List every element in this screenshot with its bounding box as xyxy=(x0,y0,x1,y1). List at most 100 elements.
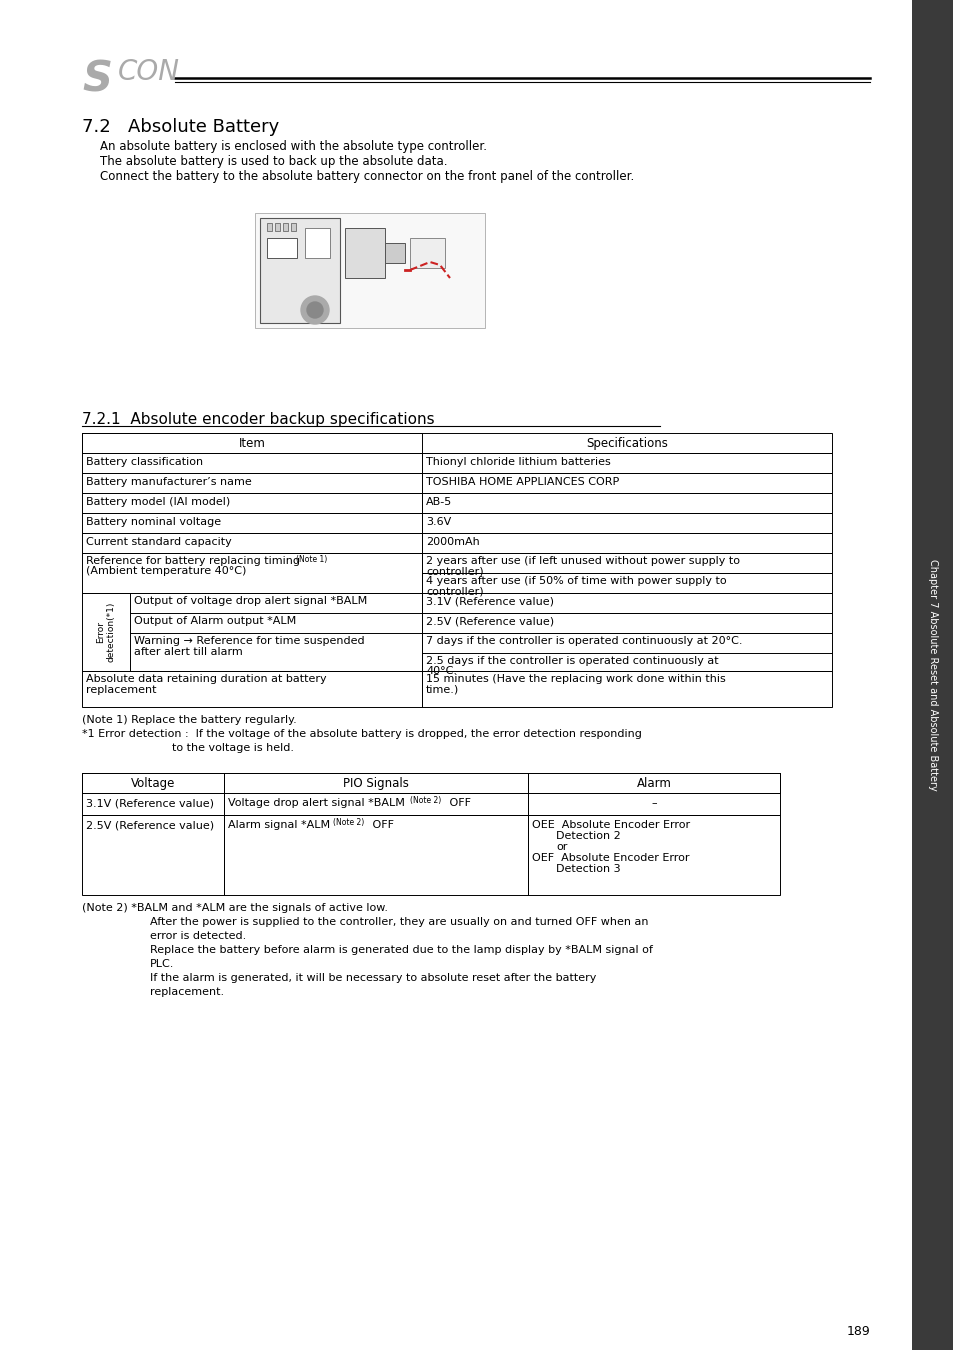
Text: PIO Signals: PIO Signals xyxy=(343,778,409,790)
Bar xyxy=(421,593,831,613)
Text: Battery manufacturer’s name: Battery manufacturer’s name xyxy=(86,477,252,487)
Text: Battery nominal voltage: Battery nominal voltage xyxy=(86,517,221,526)
Text: 7.2.1  Absolute encoder backup specifications: 7.2.1 Absolute encoder backup specificat… xyxy=(82,412,435,427)
Bar xyxy=(82,792,224,815)
Bar xyxy=(82,671,421,707)
Text: Thionyl chloride lithium batteries: Thionyl chloride lithium batteries xyxy=(426,458,610,467)
Bar xyxy=(82,472,421,493)
Bar xyxy=(82,593,421,671)
Text: TOSHIBA HOME APPLIANCES CORP: TOSHIBA HOME APPLIANCES CORP xyxy=(426,477,618,487)
Bar xyxy=(82,554,421,593)
Bar xyxy=(410,238,444,269)
Text: Error
detection(*1): Error detection(*1) xyxy=(96,602,115,663)
Text: Current standard capacity: Current standard capacity xyxy=(86,537,232,547)
Text: The absolute battery is used to back up the absolute data.: The absolute battery is used to back up … xyxy=(100,155,447,167)
Bar xyxy=(527,815,780,895)
Bar xyxy=(267,223,272,231)
Bar xyxy=(267,238,296,258)
Text: OEF  Absolute Encoder Error: OEF Absolute Encoder Error xyxy=(532,853,689,863)
Bar xyxy=(911,0,953,1350)
Bar xyxy=(421,613,831,633)
Text: 15 minutes (Have the replacing work done within this: 15 minutes (Have the replacing work done… xyxy=(426,674,725,684)
Text: 3.1V (Reference value): 3.1V (Reference value) xyxy=(426,595,554,606)
Text: OFF: OFF xyxy=(446,798,471,809)
Text: PLC.: PLC. xyxy=(150,958,174,969)
Bar xyxy=(421,554,831,572)
Bar xyxy=(82,774,224,792)
Text: controller): controller) xyxy=(426,586,483,595)
Text: replacement: replacement xyxy=(86,684,156,695)
Bar xyxy=(527,792,780,815)
Bar xyxy=(254,213,484,328)
Text: time.): time.) xyxy=(426,684,458,695)
Text: 3.6V: 3.6V xyxy=(426,517,451,526)
Bar xyxy=(224,774,527,792)
Text: Output of Alarm output *ALM: Output of Alarm output *ALM xyxy=(133,616,296,626)
Text: error is detected.: error is detected. xyxy=(150,931,246,941)
Bar xyxy=(82,493,421,513)
Bar xyxy=(224,815,527,895)
Text: Item: Item xyxy=(238,437,265,450)
Text: (Note 2): (Note 2) xyxy=(410,796,441,805)
Text: 2.5 days if the controller is operated continuously at: 2.5 days if the controller is operated c… xyxy=(426,656,718,666)
Bar xyxy=(82,513,421,533)
Text: after alert till alarm: after alert till alarm xyxy=(133,647,242,657)
Bar xyxy=(291,223,295,231)
Text: 3.1V (Reference value): 3.1V (Reference value) xyxy=(86,798,213,809)
Text: Detection 2: Detection 2 xyxy=(556,832,620,841)
Text: (Note 1) Replace the battery regularly.: (Note 1) Replace the battery regularly. xyxy=(82,716,296,725)
Text: Connect the battery to the absolute battery connector on the front panel of the : Connect the battery to the absolute batt… xyxy=(100,170,634,184)
Text: 40°C.: 40°C. xyxy=(426,666,456,676)
Text: Specifications: Specifications xyxy=(585,437,667,450)
Bar xyxy=(82,815,224,895)
Bar xyxy=(283,223,288,231)
Text: OFF: OFF xyxy=(369,819,394,830)
Text: Voltage drop alert signal *BALM: Voltage drop alert signal *BALM xyxy=(228,798,404,809)
Text: 2.5V (Reference value): 2.5V (Reference value) xyxy=(86,819,213,830)
Text: controller): controller) xyxy=(426,566,483,576)
Text: (Note 1): (Note 1) xyxy=(295,555,327,564)
Text: 7 days if the controller is operated continuously at 20°C.: 7 days if the controller is operated con… xyxy=(426,636,741,647)
Bar xyxy=(345,228,385,278)
Bar xyxy=(274,223,280,231)
Text: Chapter 7 Absolute Reset and Absolute Battery: Chapter 7 Absolute Reset and Absolute Ba… xyxy=(927,559,937,791)
Text: Detection 3: Detection 3 xyxy=(556,864,620,873)
Text: Alarm: Alarm xyxy=(636,778,671,790)
Bar xyxy=(82,533,421,554)
Bar xyxy=(527,774,780,792)
Bar xyxy=(82,774,780,792)
Text: AB-5: AB-5 xyxy=(426,497,452,508)
Text: 2000mAh: 2000mAh xyxy=(426,537,479,547)
Bar xyxy=(82,433,421,454)
Text: or: or xyxy=(556,842,567,852)
Text: 4 years after use (if 50% of time with power supply to: 4 years after use (if 50% of time with p… xyxy=(426,576,726,586)
Text: (Note 2) *BALM and *ALM are the signals of active low.: (Note 2) *BALM and *ALM are the signals … xyxy=(82,903,388,913)
Text: Alarm signal *ALM: Alarm signal *ALM xyxy=(228,819,330,830)
Text: CON: CON xyxy=(118,58,180,86)
Text: –: – xyxy=(651,798,656,809)
Bar xyxy=(421,472,831,493)
Bar xyxy=(82,454,421,472)
Text: 2.5V (Reference value): 2.5V (Reference value) xyxy=(426,616,554,626)
Bar xyxy=(421,454,831,472)
Text: 2 years after use (if left unused without power supply to: 2 years after use (if left unused withou… xyxy=(426,556,740,566)
Text: Reference for battery replacing timing: Reference for battery replacing timing xyxy=(86,556,299,566)
Text: An absolute battery is enclosed with the absolute type controller.: An absolute battery is enclosed with the… xyxy=(100,140,486,153)
Text: (Note 2): (Note 2) xyxy=(333,818,364,828)
Text: Voltage: Voltage xyxy=(131,778,175,790)
Text: 189: 189 xyxy=(845,1324,869,1338)
Bar xyxy=(224,792,527,815)
Text: *1 Error detection :  If the voltage of the absolute battery is dropped, the err: *1 Error detection : If the voltage of t… xyxy=(82,729,641,738)
Bar xyxy=(421,533,831,554)
Text: Warning → Reference for time suspended: Warning → Reference for time suspended xyxy=(133,636,364,647)
Text: OEE  Absolute Encoder Error: OEE Absolute Encoder Error xyxy=(532,819,689,830)
Bar xyxy=(421,493,831,513)
Text: 7.2   Absolute Battery: 7.2 Absolute Battery xyxy=(82,117,279,136)
Text: After the power is supplied to the controller, they are usually on and turned OF: After the power is supplied to the contr… xyxy=(150,917,648,927)
Text: Absolute data retaining duration at battery: Absolute data retaining duration at batt… xyxy=(86,674,326,684)
Bar xyxy=(82,433,831,454)
Bar xyxy=(421,513,831,533)
Text: Battery model (IAI model): Battery model (IAI model) xyxy=(86,497,230,508)
Text: Battery classification: Battery classification xyxy=(86,458,203,467)
Circle shape xyxy=(307,302,323,319)
